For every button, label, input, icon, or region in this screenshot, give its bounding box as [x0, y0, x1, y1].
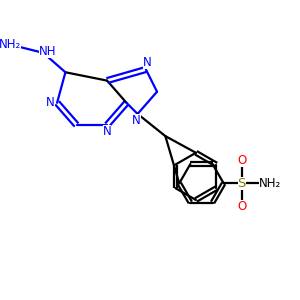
Text: S: S [238, 177, 246, 190]
Text: NH₂: NH₂ [0, 38, 21, 51]
Text: O: O [237, 154, 246, 167]
Text: N: N [103, 125, 111, 139]
Text: N: N [143, 56, 152, 69]
Text: N: N [132, 114, 141, 128]
Text: NH: NH [39, 45, 56, 58]
Text: N: N [46, 96, 55, 109]
Text: O: O [237, 200, 246, 213]
Text: NH₂: NH₂ [259, 177, 281, 190]
